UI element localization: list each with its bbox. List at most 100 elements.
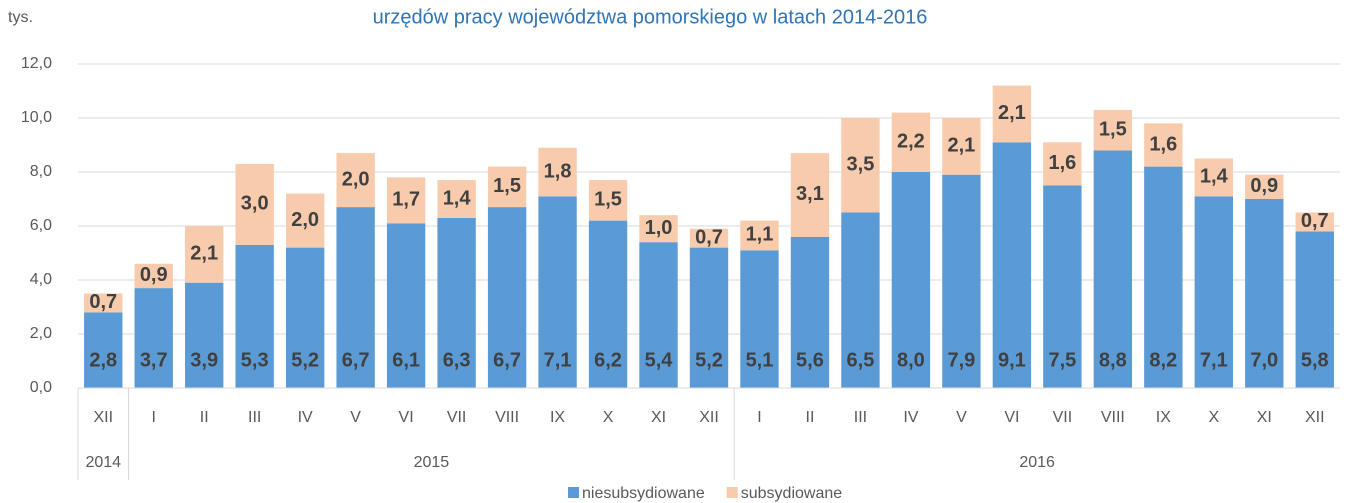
bar-segment (588, 220, 628, 388)
bar-segment (841, 118, 880, 213)
data-label: 1,1 (746, 224, 774, 246)
data-label: 3,5 (847, 154, 875, 176)
x-tick-label: IV (298, 409, 313, 426)
bar-segment (992, 142, 1032, 388)
x-tick-label: VIII (495, 409, 519, 426)
data-label: 1,0 (645, 217, 673, 239)
bar-segment (1194, 196, 1233, 388)
bar-segment (689, 228, 729, 248)
y-tick-label: 8,0 (30, 163, 52, 180)
x-tick-label: I (757, 409, 761, 426)
group-label: 2015 (414, 454, 450, 471)
data-label: 7,5 (1048, 349, 1076, 371)
bar-segment (1245, 199, 1284, 388)
data-label: 7,9 (947, 349, 975, 371)
bar-segment (386, 223, 426, 388)
bar-segment (538, 196, 577, 388)
bar-segment (437, 217, 476, 388)
data-label: 1,4 (1200, 166, 1229, 188)
x-tick-label: X (603, 409, 614, 426)
data-label: 8,0 (897, 349, 925, 371)
bar-segment (538, 147, 577, 197)
data-label: 1,7 (392, 189, 420, 211)
x-tick-label: VII (1053, 409, 1073, 426)
bar-segment (437, 180, 476, 218)
bar-segment (285, 247, 325, 388)
data-label: 9,1 (998, 349, 1026, 371)
data-label: 1,6 (1149, 133, 1177, 155)
y-tick-label: 12,0 (21, 55, 52, 72)
data-label: 8,2 (1149, 349, 1177, 371)
chart-title: urzędów pracy województwa pomorskiego w … (373, 6, 928, 28)
x-tick-label: IV (903, 409, 918, 426)
data-label: 0,9 (1250, 175, 1278, 197)
bar-segment (1295, 231, 1334, 388)
data-label: 1,8 (544, 160, 572, 182)
x-tick-label: IX (550, 409, 565, 426)
x-tick-label: VII (447, 409, 467, 426)
data-label: 5,2 (695, 349, 723, 371)
x-tick-label: VI (399, 409, 414, 426)
data-label: 7,1 (1200, 349, 1228, 371)
legend-swatch (568, 487, 579, 498)
data-label: 1,6 (1048, 152, 1076, 174)
data-label: 6,5 (847, 349, 875, 371)
bar-segment (235, 163, 274, 245)
bar-segment (841, 212, 880, 388)
x-tick-label: XI (651, 409, 666, 426)
data-label: 2,1 (947, 135, 975, 157)
data-label: 6,3 (443, 349, 471, 371)
x-tick-label: X (1208, 409, 1219, 426)
y-tick-label: 4,0 (30, 271, 52, 288)
data-label: 1,5 (493, 175, 521, 197)
bar-segment (639, 242, 678, 388)
x-tick-label: XII (699, 409, 719, 426)
x-tick-label: III (248, 409, 261, 426)
y-tick-label: 6,0 (30, 217, 52, 234)
bar-segment (942, 118, 981, 175)
bar-segment (740, 220, 779, 251)
bar-segment (1093, 109, 1133, 151)
bar-segment (588, 180, 628, 221)
bar-segment (185, 282, 224, 388)
data-label: 2,1 (190, 243, 218, 265)
bar-segment (1144, 166, 1183, 388)
y-tick-label: 10,0 (21, 109, 52, 126)
data-label: 5,2 (291, 349, 319, 371)
data-label: 5,8 (1301, 349, 1329, 371)
data-label: 7,1 (544, 349, 572, 371)
bar-segment (992, 85, 1032, 143)
bar-segment (336, 153, 375, 208)
data-label: 2,2 (897, 131, 925, 153)
bar-segment (1194, 158, 1233, 197)
bar-segment (487, 166, 527, 208)
data-label: 5,4 (645, 349, 674, 371)
data-label: 2,1 (998, 102, 1026, 124)
data-label: 8,8 (1099, 349, 1127, 371)
bar-segment (689, 247, 729, 388)
bar-segment (1093, 150, 1133, 388)
data-label: 6,1 (392, 349, 420, 371)
x-tick-label: III (854, 409, 867, 426)
data-label: 6,7 (493, 349, 521, 371)
x-tick-label: II (200, 409, 209, 426)
bar-segment (134, 263, 173, 289)
bar-segment (386, 177, 426, 224)
x-tick-label: I (151, 409, 155, 426)
x-tick-label: VI (1004, 409, 1019, 426)
data-label: 6,7 (342, 349, 370, 371)
y-tick-label: 2,0 (30, 325, 52, 342)
x-tick-label: II (806, 409, 815, 426)
bar-segment (84, 312, 123, 388)
data-label: 2,0 (291, 209, 319, 231)
bar-segment (185, 226, 224, 283)
data-label: 0,7 (89, 291, 117, 313)
bar-segment (1043, 142, 1082, 186)
bar-segment (134, 288, 173, 388)
data-label: 6,2 (594, 349, 622, 371)
x-tick-label: XII (1305, 409, 1325, 426)
bar-segment (1295, 212, 1334, 232)
x-tick-label: XI (1257, 409, 1272, 426)
data-label: 1,4 (443, 187, 472, 209)
data-label: 0,9 (140, 264, 168, 286)
